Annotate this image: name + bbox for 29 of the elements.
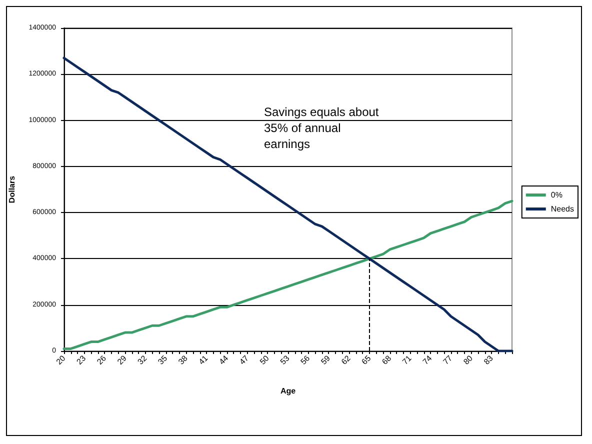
x-axis-title: Age (280, 386, 296, 396)
x-tick-label: 74 (421, 353, 434, 366)
x-tick-label: 20 (54, 353, 68, 366)
x-tick-label: 53 (278, 353, 292, 366)
x-tick-label: 26 (95, 353, 108, 366)
x-tick-label: 62 (340, 353, 353, 366)
x-tick-label: 68 (380, 353, 394, 366)
x-tick-label: 23 (74, 353, 88, 366)
x-tick-label: 44 (217, 353, 230, 366)
x-tick-label: 50 (258, 353, 272, 366)
x-tick-label: 41 (197, 353, 210, 366)
x-tick-label: 32 (136, 353, 150, 366)
x-tick-label: 80 (462, 353, 475, 366)
x-tick-label: 29 (116, 353, 129, 366)
x-tick-label: 77 (441, 353, 454, 366)
x-tick-label: 47 (238, 353, 251, 366)
x-tick-label: 38 (176, 353, 190, 366)
line-series (62, 56, 514, 352)
x-tick-label: 71 (400, 353, 414, 366)
x-tick-label: 65 (360, 353, 374, 366)
x-tick-label: 35 (156, 353, 170, 366)
legend-label: 0% (550, 190, 562, 200)
y-axis-title: Dollars (8, 175, 16, 204)
legend-label: Needs (550, 204, 574, 214)
x-tick-label: 83 (482, 353, 496, 366)
x-tick-label: 59 (319, 353, 332, 366)
x-tick-label: 56 (298, 353, 312, 366)
annotation: Savings equals about 35% of annual earnings (264, 105, 380, 151)
line-series (62, 200, 514, 350)
